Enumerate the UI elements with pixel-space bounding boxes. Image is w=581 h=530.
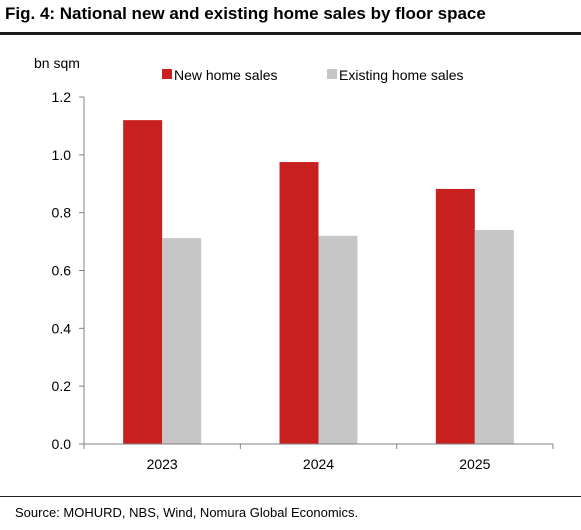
bar-existing-home-sales-2023 (162, 238, 202, 444)
x-tick-label: 2025 (459, 456, 490, 472)
y-tick-label: 0.2 (52, 378, 72, 394)
y-tick-label: 0.8 (52, 205, 72, 221)
legend-label-existing-home-sales: Existing home sales (339, 67, 464, 83)
x-tick-label: 2024 (303, 456, 334, 472)
y-axis-label: bn sqm (34, 55, 80, 71)
bar-new-home-sales-2024 (279, 162, 319, 444)
x-axis: 2023 2024 2025 (83, 443, 554, 472)
title-divider (0, 32, 581, 35)
source-divider (0, 496, 581, 497)
source-note: Source: MOHURD, NBS, Wind, Nomura Global… (15, 505, 359, 520)
chart-title: Fig. 4: National new and existing home s… (5, 4, 486, 23)
y-tick-label: 1.2 (52, 89, 72, 105)
x-tick-label: 2023 (147, 456, 178, 472)
y-tick-label: 0.4 (52, 320, 72, 336)
legend-swatch-new-home-sales (162, 69, 172, 79)
bar-chart: bn sqm New home sales Existing home sale… (34, 55, 554, 472)
y-tick-label: 0.0 (52, 436, 72, 452)
legend: New home sales Existing home sales (162, 67, 464, 83)
bars-group (123, 120, 514, 444)
bar-existing-home-sales-2024 (318, 235, 358, 444)
legend-swatch-existing-home-sales (327, 69, 337, 79)
legend-label-new-home-sales: New home sales (174, 67, 278, 83)
bar-existing-home-sales-2025 (474, 230, 514, 444)
y-tick-label: 1.0 (52, 147, 72, 163)
y-axis: 0.0 0.2 0.4 0.6 0.8 1.0 1.2 (52, 89, 85, 452)
y-tick-label: 0.6 (52, 263, 72, 279)
bar-new-home-sales-2023 (123, 120, 163, 444)
bar-new-home-sales-2025 (435, 188, 475, 444)
